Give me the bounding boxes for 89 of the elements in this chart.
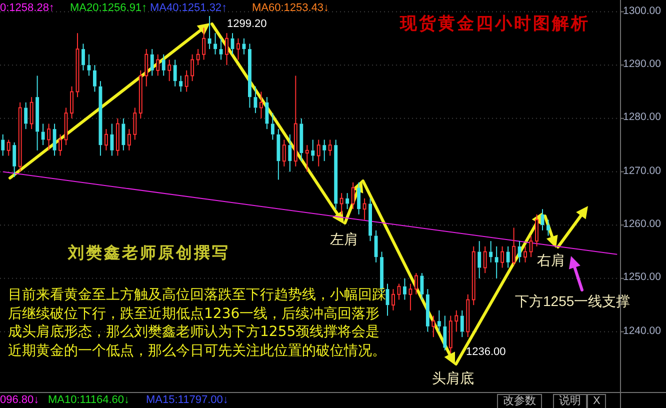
candlestick	[408, 283, 412, 311]
annotation: 刘樊鑫老师原创撰写	[68, 243, 230, 262]
candlestick	[489, 240, 493, 263]
candlestick	[248, 43, 252, 108]
candlestick	[127, 128, 131, 151]
candlestick	[208, 16, 212, 50]
candlestick	[426, 288, 430, 332]
text: 096.80↓	[0, 394, 40, 407]
candlestick	[162, 54, 166, 76]
candlestick	[316, 139, 320, 167]
candlestick	[104, 128, 108, 151]
annotation: 1236.00	[466, 346, 506, 359]
candlestick	[265, 96, 269, 130]
candlestick	[546, 219, 550, 236]
candlestick	[448, 315, 452, 354]
candlestick	[12, 142, 16, 178]
y-tick-label: 1300.00	[623, 4, 661, 18]
y-tick-label: 1290.00	[623, 58, 661, 72]
candlestick	[432, 315, 436, 338]
candlestick	[93, 64, 96, 92]
candlestick	[322, 139, 326, 162]
annotation: 下方1255一线支撑	[515, 293, 630, 309]
text: MA10:11164.60↓	[48, 394, 130, 407]
candlestick	[122, 118, 126, 151]
candlestick	[242, 38, 246, 55]
candlestick	[403, 278, 406, 300]
candlestick	[300, 118, 304, 162]
annotation: MA20:1256.91↑	[70, 2, 148, 15]
candlestick	[270, 112, 274, 140]
annotation: 右肩	[537, 252, 565, 268]
text: MA15:11797.00↓	[146, 394, 228, 407]
candlestick	[82, 43, 85, 71]
candlestick	[98, 80, 102, 156]
candlestick	[52, 123, 56, 156]
candlestick	[196, 48, 200, 66]
candlestick	[420, 272, 424, 300]
candlestick	[47, 123, 51, 151]
candlestick	[214, 32, 217, 55]
annotation: 左肩	[330, 231, 358, 247]
candlestick	[24, 102, 28, 130]
candlestick	[437, 310, 441, 332]
candlestick	[346, 192, 350, 210]
y-tick-label: 1240.00	[623, 324, 661, 338]
candlestick	[288, 134, 292, 172]
text: 改参数	[497, 394, 542, 408]
annotation: MA60:1253.43↓	[252, 2, 330, 15]
candlestick	[254, 86, 258, 114]
candlestick	[506, 246, 510, 268]
candlestick	[36, 75, 40, 151]
text: 说明	[553, 394, 587, 408]
candlestick	[144, 48, 148, 87]
candlestick	[110, 123, 114, 156]
candlestick	[294, 75, 298, 167]
candlestick	[219, 38, 223, 60]
y-tick-label: 1280.00	[623, 111, 661, 124]
annotation: 目前来看黄金至上方触及高位回落跌至下行趋势线，小幅回踩后继续破位下行，跌至近期低点1236一线，后续冲高回落形成头肩底形态，那么刘樊鑫老师认为下方1255颈线撑将会是近期黄金的一个低点，那么今日可先关注此位置的破位情况。	[8, 286, 387, 360]
y-tick-label: 1270.00	[623, 164, 661, 178]
candlestick	[87, 54, 91, 76]
annotation: MA40:1251.32↑	[150, 2, 228, 15]
candlestick	[305, 144, 309, 172]
candlestick	[518, 240, 522, 263]
text: X	[587, 394, 606, 408]
candlestick	[334, 139, 338, 210]
y-tick-label: 1250.00	[623, 271, 661, 284]
candlestick	[311, 139, 315, 162]
candlestick	[443, 315, 447, 351]
candlestick	[1, 134, 5, 156]
candlestick	[150, 48, 154, 76]
annotation: 头肩底	[432, 370, 474, 386]
candlestick	[368, 198, 372, 242]
candlestick	[259, 91, 263, 119]
candlestick	[282, 139, 286, 167]
candlestick	[179, 75, 183, 92]
candlestick	[225, 32, 228, 66]
candlestick	[392, 288, 395, 311]
candlestick	[173, 59, 177, 87]
y-tick-label: 1260.00	[623, 218, 661, 232]
candlestick	[460, 310, 464, 338]
annotation: 1299.20	[227, 18, 267, 31]
annotation: 0:1258.28↑	[0, 2, 54, 15]
candlestick	[357, 182, 361, 215]
candlestick	[41, 123, 45, 146]
candlestick	[168, 59, 172, 82]
text: 现货黄金四小时图解析	[400, 14, 590, 34]
candlestick	[276, 128, 280, 180]
candlestick	[478, 240, 482, 279]
candlestick	[494, 246, 498, 279]
candlestick	[340, 192, 344, 215]
candlestick	[30, 96, 34, 130]
